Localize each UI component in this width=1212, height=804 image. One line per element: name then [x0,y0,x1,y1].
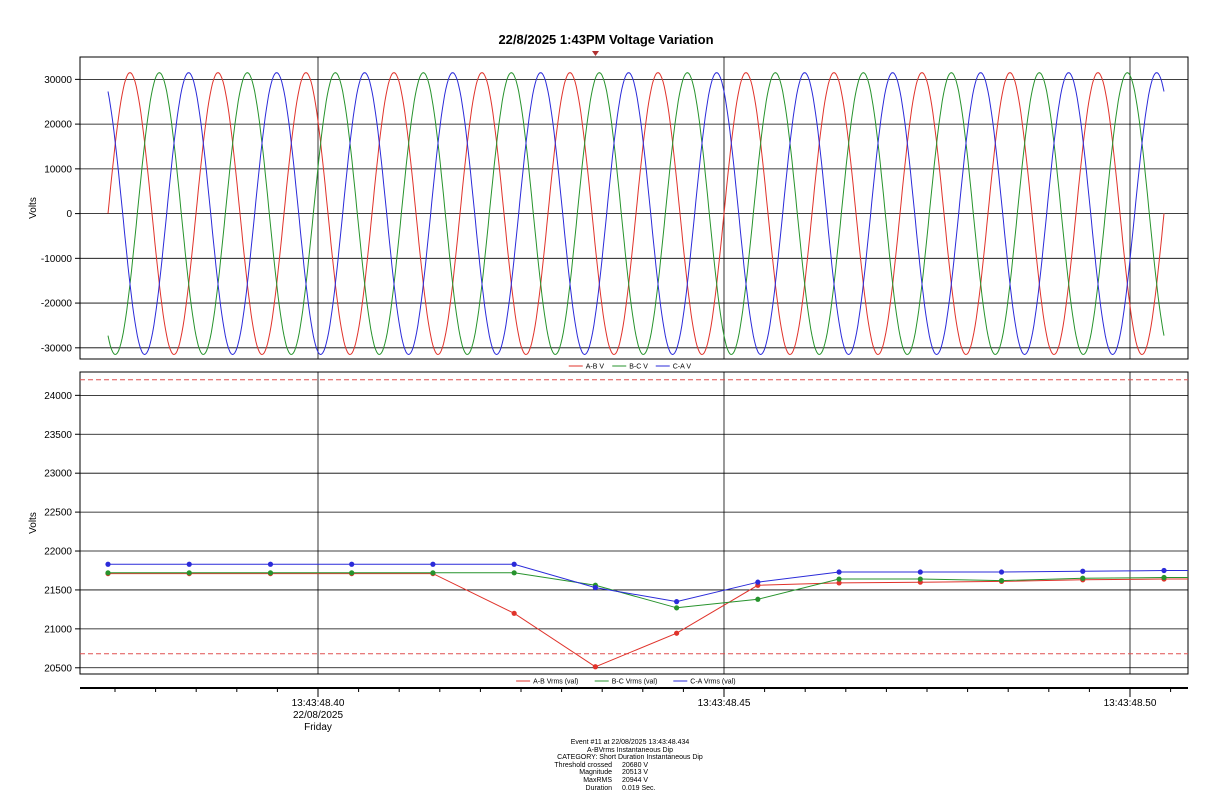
y-tick-label: 22500 [44,508,72,519]
rms-b-c-vrms-val-point [755,596,761,602]
y-tick-label: -10000 [41,254,73,265]
rms-c-a-vrms-val-point [592,585,598,591]
y-tick-label: 21000 [44,624,72,635]
y-axis-label: Volts [28,197,39,219]
rms-c-a-vrms-val-point [511,561,517,567]
event-row-key: Duration [585,784,612,792]
event-row-value: 0.019 Sec. [622,784,656,792]
time-axis-day: Friday [304,722,332,733]
rms-b-c-vrms-val-point [105,570,111,576]
plot-frame [79,371,1189,675]
rms-b-c-vrms-val-point [267,570,274,576]
waveform-c-a-v-line [107,72,1165,356]
rms-c-a-vrms-val-point [836,569,842,575]
event-type: A-BVrms Instantaneous Dip [586,746,674,754]
time-axis-date: 22/08/2025 [293,710,343,721]
y-tick-label: 23500 [44,430,72,441]
event-row-key: Threshold crossed [554,761,612,769]
rms-c-a-vrms-val-point [186,561,192,567]
rms-c-a-vrms-val-line [108,563,1188,603]
legend-label: B-C V [629,364,648,371]
time-axis-label: 13:43:48.50 [1104,698,1157,709]
event-cursor-marker[interactable] [592,51,599,56]
rms-c-a-vrms-val-point [917,569,923,575]
waveform-b-c-v-line [107,72,1165,356]
event-row-value: 20513 V [622,769,649,777]
chart-title: 22/8/2025 1:43PM Voltage Variation [498,32,714,47]
y-tick-label: 21500 [44,585,72,596]
rms-c-a-vrms-val-point [1080,568,1086,574]
rms-c-a-vrms-val-point [998,569,1005,575]
y-tick-label: 0 [66,209,72,220]
rms-b-c-vrms-val-point [430,570,436,576]
y-tick-label: 23000 [44,469,72,480]
y-tick-label: -20000 [41,299,73,310]
rms-c-a-vrms-val-point [349,561,355,567]
time-axis-label: 13:43:48.40 [292,698,345,709]
y-tick-label: -30000 [41,343,73,354]
y-tick-label: 30000 [44,75,72,86]
rms-b-c-vrms-val-point [917,576,923,582]
event-row-value: 20680 V [622,761,649,769]
rms-b-c-vrms-val-point [186,570,192,576]
y-axis-label: Volts [28,512,39,534]
event-row-value: 20944 V [622,776,649,784]
waveform-panel: -30000 -20000 -10000 0 10000 20000 30000 Volts A… [28,56,1189,371]
legend-label: A-B Vrms (val) [533,679,578,686]
event-row-maxrms: MaxRMS 20944 V [540,777,720,785]
event-row-key: Magnitude [579,769,612,777]
y-tick-label: 22000 [44,547,72,558]
rms-c-a-vrms-val-point [755,579,761,585]
event-header: Event #11 at 22/08/2025 13:43:48.434 [570,739,690,746]
y-tick-label: 20500 [44,663,72,674]
y-tick-label: 20000 [44,120,72,131]
rms-c-a-vrms-val-point [674,599,680,605]
rms-a-b-vrms-val-line [108,573,1188,668]
rms-a-b-vrms-val-point [511,610,517,616]
event-row-key: MaxRMS [583,776,612,784]
rms-b-c-vrms-val-point [836,576,842,582]
legend-label: A-B V [586,364,605,371]
legend-label: B-C Vrms (val) [612,679,658,686]
event-row-threshold: Threshold crossed 20680 V [540,762,720,770]
rms-c-a-vrms-val-point [267,561,274,567]
time-axis-label: 13:43:48.45 [698,698,751,709]
rms-b-c-vrms-val-point [1161,574,1167,581]
rms-b-c-vrms-val-point [674,605,680,611]
rms-c-a-vrms-val-point [1161,567,1167,574]
rms-b-c-vrms-val-point [998,577,1005,584]
rms-b-c-vrms-val-point [511,570,517,576]
legend-label: C-A V [673,364,692,371]
rms-panel: 20500 21000 21500 22000 22500 23000 23500 24000… [28,371,1189,686]
plot-frame [79,56,1189,360]
event-row-magnitude: Magnitude 20513 V [540,769,720,777]
event-category: CATEGORY: Short Duration Instantaneous D… [557,754,703,762]
rms-c-a-vrms-val-point [105,561,111,567]
rms-b-c-vrms-val-point [349,570,355,576]
y-tick-label: 24000 [44,391,72,402]
rms-b-c-vrms-val-point [1080,575,1086,581]
event-details: Event #11 at 22/08/2025 13:43:48.434 A-B… [540,739,720,792]
legend-label: C-A Vrms (val) [690,679,735,686]
charts-canvas: -30000 -20000 -10000 0 10000 20000 30000 Volts A… [28,51,1189,733]
waveform-a-b-v-line [107,72,1165,356]
rms-a-b-vrms-val-point [836,580,842,586]
rms-c-a-vrms-val-point [430,561,436,567]
rms-a-b-vrms-val-point [674,630,680,636]
y-tick-label: 10000 [44,164,72,175]
event-row-duration: Duration 0.019 Sec. [540,785,720,793]
rms-a-b-vrms-val-point [592,664,598,670]
